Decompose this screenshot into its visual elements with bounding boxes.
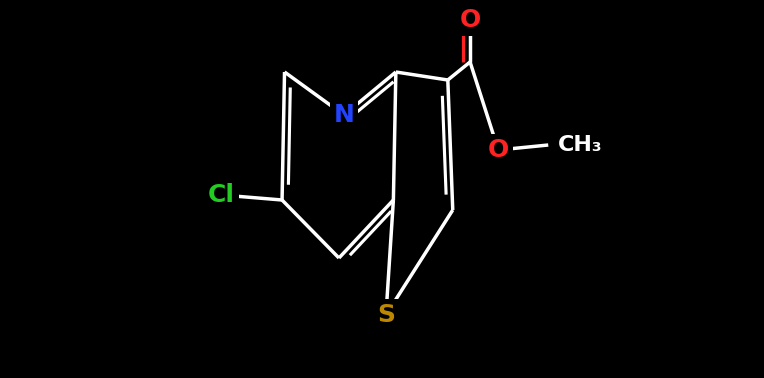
Text: S: S [377, 303, 395, 327]
Text: CH₃: CH₃ [558, 135, 602, 155]
Text: O: O [459, 8, 481, 32]
Text: N: N [333, 103, 354, 127]
Text: O: O [487, 138, 509, 162]
Text: Cl: Cl [209, 183, 235, 207]
